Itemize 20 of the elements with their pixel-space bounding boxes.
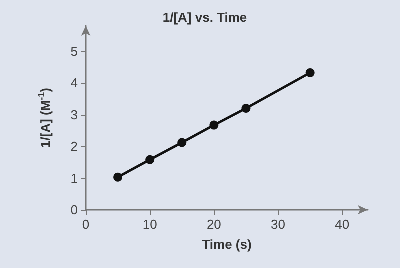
x-tick-label: 40	[335, 217, 350, 232]
x-axis-title: Time (s)	[202, 237, 252, 252]
y-tick-label: 5	[70, 44, 78, 59]
point	[114, 172, 123, 182]
y-tick-label: 4	[70, 76, 78, 91]
x-tick-label: 20	[206, 217, 222, 232]
y-tick-label: 1	[70, 170, 78, 186]
point	[210, 120, 219, 130]
y-tick-label: 2	[70, 139, 78, 154]
point	[242, 104, 251, 113]
x-tick-label: 30	[271, 217, 286, 232]
point	[146, 155, 155, 164]
y-axis-title: 1/[A] (M-1)	[36, 88, 53, 148]
x-tick-label: 0	[82, 217, 90, 232]
x-tick-label: 10	[142, 217, 158, 232]
point	[178, 138, 187, 148]
y-tick-label: 3	[70, 107, 78, 122]
chart-title: 1/[A] vs. Time	[162, 10, 248, 25]
point	[306, 68, 315, 78]
y-tick-label: 0	[70, 202, 78, 218]
